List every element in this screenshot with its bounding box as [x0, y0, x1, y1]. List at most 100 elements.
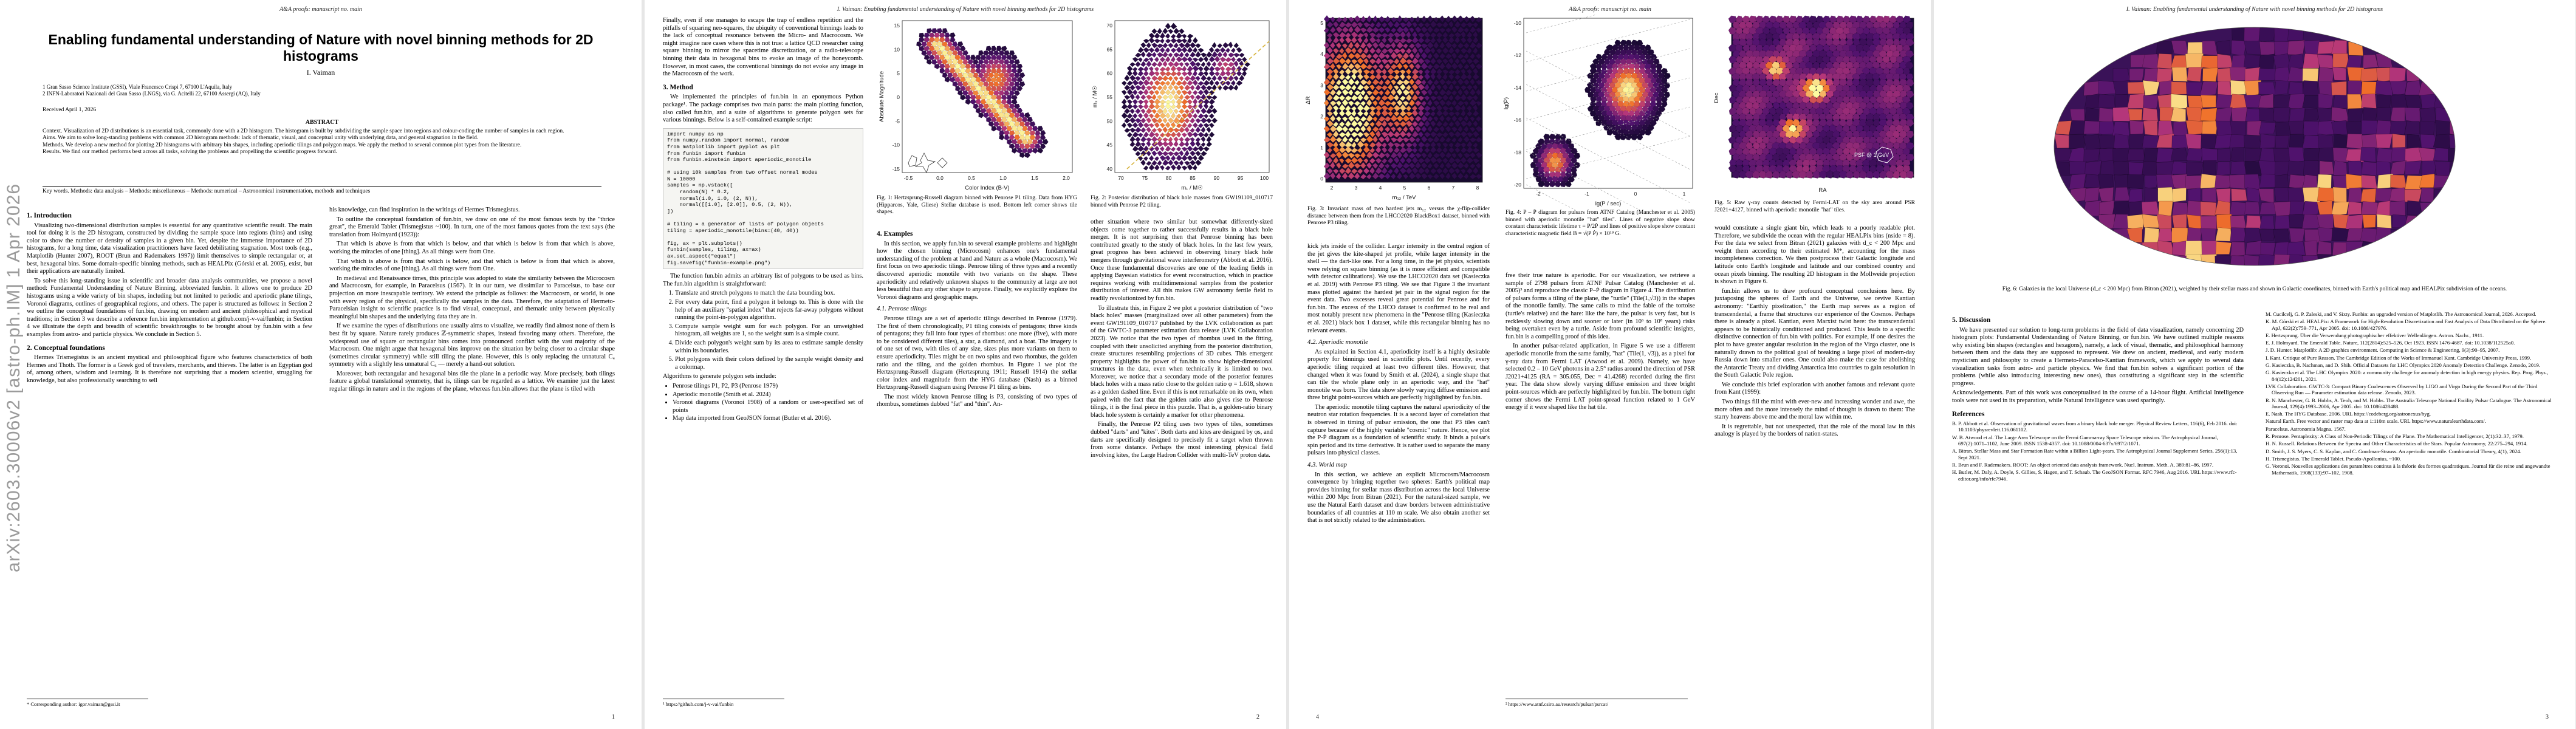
histogram-bin [1466, 146, 1473, 154]
histogram-bin [1173, 128, 1180, 133]
histogram-bin [1190, 94, 1195, 100]
histogram-bin [1148, 69, 1156, 77]
histogram-bin [1168, 75, 1173, 81]
histogram-bin [1433, 100, 1440, 106]
histogram-bin [1332, 168, 1339, 174]
histogram-bin [1197, 70, 1205, 77]
histogram-bin [2142, 53, 2160, 69]
histogram-bin [998, 59, 1005, 65]
histogram-bin [2244, 27, 2261, 43]
histogram-bin [2216, 161, 2230, 176]
histogram-bin [1326, 132, 1333, 138]
histogram-bin [2187, 187, 2201, 202]
histogram-bin [934, 63, 940, 69]
histogram-bin [1433, 126, 1440, 132]
histogram-bin [1323, 41, 1330, 49]
histogram-bin [2273, 94, 2291, 109]
histogram-bin [1192, 57, 1199, 63]
histogram-bin [1792, 170, 1801, 179]
histogram-bin [1187, 145, 1193, 152]
histogram-bin [1567, 176, 1575, 183]
histogram-bin [1433, 90, 1439, 96]
histogram-bin [1408, 43, 1416, 49]
histogram-bin [2333, 94, 2350, 109]
histogram-bin [1012, 148, 1018, 154]
histogram-bin [2319, 160, 2334, 176]
y-axis-label: ΔR [1305, 96, 1312, 104]
reference-entry: E. Hertzsprung. Über die Verwendung phot… [2266, 332, 2484, 338]
histogram-bin [1445, 125, 1451, 132]
histogram-bin [1348, 152, 1355, 159]
histogram-bin [1906, 90, 1914, 98]
histogram-bin [1354, 63, 1362, 70]
histogram-bin [923, 37, 930, 43]
histogram-bin [1433, 115, 1439, 122]
histogram-bin [1012, 77, 1018, 83]
histogram-bin [1173, 160, 1179, 166]
histogram-bin [1165, 80, 1171, 86]
histogram-bin [1372, 42, 1379, 49]
figure-6-world-map [2054, 27, 2456, 266]
histogram-bin [1396, 126, 1403, 132]
histogram-bin [2375, 80, 2393, 96]
histogram-bin [1472, 36, 1479, 44]
paragraph: free their true nature is aperiodic. For… [1506, 272, 1695, 340]
histogram-bin [1187, 89, 1192, 95]
received-date: Received April 1, 2026 [43, 107, 97, 113]
abstract-context: Context. Visualization of 2D distributio… [43, 128, 564, 134]
histogram-bin [1420, 80, 1427, 86]
histogram-bin [1146, 42, 1151, 49]
histogram-bin [996, 67, 1002, 74]
histogram-bin [1329, 100, 1337, 106]
histogram-bin [1132, 89, 1138, 95]
list-item: Penrose tilings P1, P2, P3 (Penrose 1979… [673, 383, 863, 391]
histogram-bin [981, 108, 987, 114]
running-head: A&A proofs: manuscript no. main [1569, 6, 1651, 13]
histogram-bin [1846, 170, 1854, 179]
histogram-bin [1341, 63, 1349, 70]
histogram-bin [960, 67, 966, 74]
histogram-bin [1460, 168, 1467, 174]
histogram-bin [2215, 255, 2231, 265]
histogram-bin [1384, 79, 1391, 86]
histogram-bin [1335, 53, 1344, 60]
histogram-bin [1137, 156, 1143, 162]
histogram-bin [2231, 188, 2247, 202]
histogram-bin [1151, 150, 1157, 157]
histogram-bin [1195, 75, 1201, 81]
histogram-bin [1335, 17, 1343, 23]
histogram-bin [2258, 94, 2274, 109]
histogram-bin [1354, 100, 1361, 106]
histogram-bin [1179, 141, 1186, 147]
histogram-bin [1463, 100, 1469, 106]
histogram-bin [2391, 214, 2408, 228]
histogram-bin [1203, 70, 1209, 77]
histogram-bin [2287, 39, 2306, 55]
histogram-bin [2317, 54, 2335, 69]
histogram-bin [1411, 36, 1419, 44]
histogram-bin [1179, 94, 1184, 100]
histogram-bin [1430, 57, 1437, 65]
histogram-bin [1472, 84, 1478, 91]
histogram-bin [1363, 132, 1370, 138]
histogram-bin [1208, 70, 1215, 77]
histogram-bin [1378, 90, 1384, 96]
histogram-bin [944, 54, 951, 61]
histogram-bin [1345, 120, 1352, 128]
histogram-bin [1430, 146, 1437, 154]
histogram-bin [1475, 80, 1483, 86]
histogram-bin [1157, 108, 1164, 114]
histogram-bin [1170, 70, 1177, 77]
histogram-bin [1393, 166, 1399, 174]
histogram-bin [1381, 58, 1389, 65]
histogram-bin [1338, 84, 1346, 91]
histogram-bin [1157, 43, 1164, 49]
histogram-bin [1332, 110, 1338, 117]
histogram-bin [1414, 173, 1422, 180]
histogram-bin [983, 59, 990, 65]
histogram-bin [1176, 80, 1183, 86]
histogram-bin [1143, 70, 1149, 77]
histogram-bin [1430, 111, 1436, 117]
histogram-bin [1335, 125, 1344, 132]
